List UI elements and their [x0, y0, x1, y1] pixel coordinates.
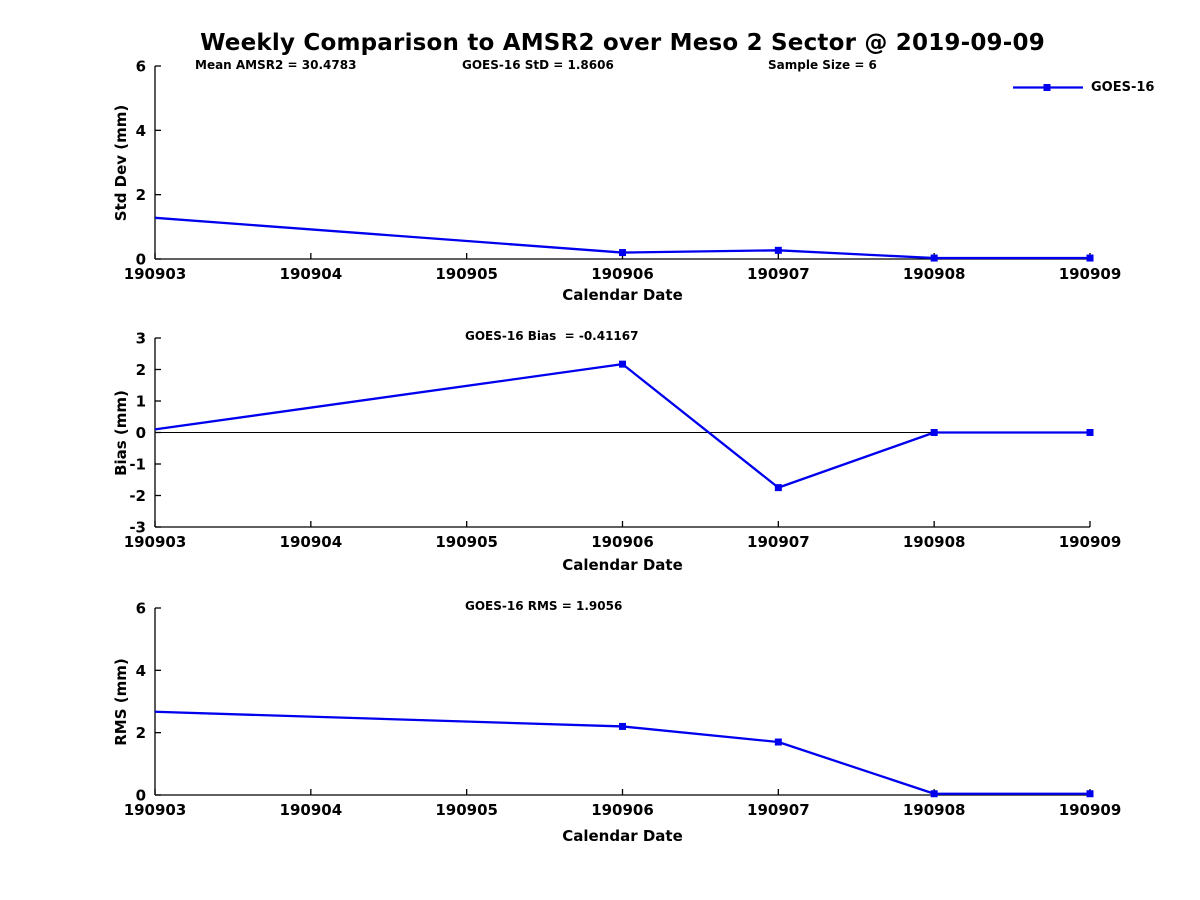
data-line	[154, 710, 1090, 795]
x-tick-label: 190905	[435, 801, 498, 819]
data-point-marker	[930, 254, 938, 262]
data-point-marker	[1086, 429, 1094, 436]
y-tick-label: -1	[129, 456, 146, 474]
x-tick-label: 190906	[591, 801, 654, 819]
x-axis-label-rms: Calendar Date	[562, 827, 683, 845]
x-tick-label: 190904	[280, 801, 343, 819]
data-point-marker	[774, 246, 782, 254]
stat-goes16-rms: GOES-16 RMS = 1.9056	[465, 599, 623, 613]
data-point-marker	[619, 360, 626, 368]
x-tick-label: 190908	[903, 533, 966, 551]
y-tick-label: -3	[129, 519, 146, 537]
x-tick-label: 190907	[747, 265, 810, 283]
stat-goes16-bias: GOES-16 Bias = -0.41167	[465, 329, 639, 343]
stat-goes16-std: GOES-16 StD = 1.8606	[462, 58, 614, 72]
x-tick-label: 190908	[903, 801, 966, 819]
y-tick-label: 2	[136, 724, 146, 742]
y-tick-label: 4	[136, 662, 146, 680]
legend-label: GOES-16	[1091, 80, 1155, 95]
data-point-marker	[930, 429, 938, 436]
x-tick-label: 190903	[124, 801, 187, 819]
x-tick-label: 190904	[280, 533, 343, 551]
y-tick-label: 0	[136, 424, 146, 442]
x-tick-label: 190903	[124, 533, 187, 551]
data-line	[154, 362, 1090, 489]
x-tick-label: 190907	[747, 533, 810, 551]
figure-title: Weekly Comparison to AMSR2 over Meso 2 S…	[200, 30, 1045, 56]
y-axis-label-bias: Bias (mm)	[112, 390, 130, 476]
y-tick-label: 0	[136, 251, 146, 269]
y-tick-label: 2	[136, 361, 146, 379]
data-point-marker	[619, 249, 626, 257]
x-tick-label: 190906	[591, 533, 654, 551]
x-tick-label: 190905	[435, 533, 498, 551]
data-line	[154, 216, 1090, 260]
y-axis-label-rms: RMS (mm)	[112, 658, 130, 746]
y-tick-label: 2	[136, 186, 146, 204]
x-axis-label-std-dev: Calendar Date	[562, 286, 683, 304]
legend-line-icon	[1013, 84, 1083, 91]
x-tick-label: 190903	[124, 265, 187, 283]
data-point-marker	[774, 738, 782, 746]
x-tick-label: 190904	[280, 265, 343, 283]
x-tick-label: 190907	[747, 801, 810, 819]
x-tick-label: 190909	[1059, 801, 1122, 819]
y-tick-label: 1	[136, 393, 146, 411]
x-tick-label: 190909	[1059, 265, 1122, 283]
y-axis-label-std-dev: Std Dev (mm)	[112, 104, 130, 222]
x-axis-label-bias: Calendar Date	[562, 556, 683, 574]
data-point-marker	[930, 790, 938, 798]
x-tick-label: 190908	[903, 265, 966, 283]
y-tick-label: -2	[129, 487, 146, 505]
y-tick-label: 0	[136, 787, 146, 805]
stat-mean-amsr2: Mean AMSR2 = 30.4783	[195, 58, 357, 72]
y-tick-label: 6	[136, 600, 146, 618]
data-point-marker	[619, 722, 626, 730]
stat-sample-size: Sample Size = 6	[768, 58, 877, 72]
x-tick-label: 190905	[435, 265, 498, 283]
x-tick-label: 190906	[591, 265, 654, 283]
data-point-marker	[1086, 790, 1094, 798]
x-tick-label: 190909	[1059, 533, 1122, 551]
data-point-marker	[1086, 254, 1094, 262]
data-point-marker	[774, 484, 782, 492]
y-tick-label: 3	[136, 330, 146, 348]
y-tick-label: 4	[136, 122, 146, 140]
legend: GOES-16	[1012, 80, 1154, 95]
y-tick-label: 6	[136, 58, 146, 76]
